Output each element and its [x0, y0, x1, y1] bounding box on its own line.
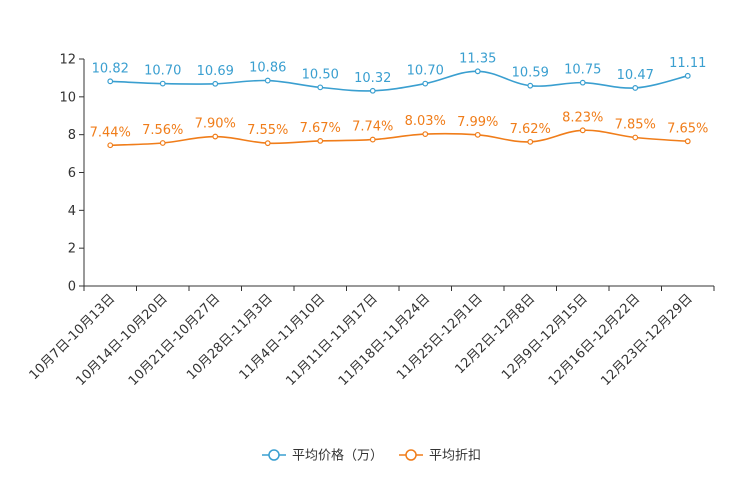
data-point[interactable]: [527, 82, 534, 89]
series-line: [110, 70, 688, 92]
data-point[interactable]: [317, 84, 324, 91]
data-label: 7.65%: [667, 121, 708, 136]
data-label: 7.62%: [510, 122, 551, 137]
data-point[interactable]: [474, 131, 481, 138]
series-1: 10.82 10.70 10.69 10.86 10.50 10.32 10.70 11.35…: [92, 51, 706, 94]
data-point[interactable]: [369, 87, 376, 94]
y-tick-label: 10: [59, 90, 76, 105]
data-label: 11.11: [669, 56, 706, 71]
series-layer: 10.82 10.70 10.69 10.86 10.50 10.32 10.70 11.35…: [90, 51, 708, 149]
data-label: 10.59: [512, 66, 549, 81]
y-tick-label: 2: [68, 242, 76, 257]
data-point[interactable]: [159, 80, 166, 87]
x-tick-label: 10月14日-10月20日: [73, 291, 170, 388]
y-tick-label: 12: [59, 53, 76, 68]
data-label: 10.82: [92, 61, 129, 76]
y-tick-label: 0: [68, 280, 76, 295]
data-point[interactable]: [422, 80, 429, 87]
data-point[interactable]: [107, 142, 114, 149]
data-point[interactable]: [579, 79, 586, 86]
data-label: 7.74%: [352, 120, 393, 135]
data-label: 7.44%: [90, 125, 131, 140]
data-point[interactable]: [212, 80, 219, 87]
data-point[interactable]: [159, 140, 166, 146]
data-label: 11.35: [459, 51, 496, 66]
legend-item-2[interactable]: 平均折扣: [399, 449, 481, 464]
data-point[interactable]: [632, 134, 639, 141]
data-point[interactable]: [422, 131, 429, 137]
legend-item-1[interactable]: 平均价格（万）: [262, 448, 383, 464]
y-tick-label: 6: [68, 166, 76, 181]
data-point[interactable]: [317, 138, 324, 144]
legend[interactable]: 平均价格（万） 平均折扣: [262, 448, 481, 464]
legend-marker-icon: [268, 449, 280, 461]
data-label: 7.55%: [247, 123, 288, 138]
data-point[interactable]: [474, 68, 481, 75]
y-axis: 0 2 4 6 8 10 12: [59, 53, 85, 295]
data-point[interactable]: [632, 85, 639, 91]
x-tick-label: 12月16日-12月22日: [546, 291, 643, 388]
data-point[interactable]: [264, 77, 271, 84]
data-point[interactable]: [684, 138, 691, 145]
data-label: 10.75: [564, 63, 601, 78]
data-label: 7.67%: [300, 121, 341, 136]
data-point[interactable]: [579, 127, 586, 134]
data-label: 8.03%: [405, 114, 446, 129]
data-label: 7.99%: [457, 115, 498, 130]
data-point[interactable]: [107, 78, 114, 85]
legend-label: 平均折扣: [429, 449, 481, 464]
legend-marker-icon: [405, 449, 417, 461]
x-tick-label: 11月11日-11月17日: [283, 291, 380, 388]
x-tick-label: 12月23日-12月29日: [598, 291, 695, 388]
series-2: 7.44% 7.56% 7.90% 7.55% 7.67% 7.74% 8.03% 7.99%…: [90, 110, 708, 149]
y-tick-label: 8: [68, 128, 76, 143]
data-label: 10.32: [354, 71, 391, 86]
data-label: 10.69: [197, 64, 234, 79]
data-label: 10.70: [407, 64, 444, 79]
x-tick-label: 11月18日-11月24日: [336, 291, 433, 388]
data-label: 8.23%: [562, 110, 603, 125]
data-point[interactable]: [264, 140, 271, 147]
data-point[interactable]: [527, 138, 534, 145]
data-point[interactable]: [369, 136, 376, 143]
data-label: 7.85%: [615, 118, 656, 133]
legend-label: 平均价格（万）: [292, 448, 383, 464]
data-point[interactable]: [212, 133, 219, 140]
data-label: 7.90%: [195, 117, 236, 132]
data-point[interactable]: [684, 72, 691, 79]
x-tick-label: 10月7日-10月13日: [27, 291, 119, 383]
series-line: [110, 129, 688, 147]
data-label: 7.56%: [142, 123, 183, 138]
y-tick-label: 4: [68, 204, 76, 219]
data-label: 10.50: [302, 67, 339, 82]
data-label: 10.86: [249, 61, 286, 76]
x-axis: 10月7日-10月13日10月14日-10月20日10月21日-10月27日10…: [27, 285, 715, 389]
data-label: 10.47: [617, 68, 654, 83]
x-tick-label: 10月21日-10月27日: [126, 291, 223, 388]
data-label: 10.70: [144, 64, 181, 79]
